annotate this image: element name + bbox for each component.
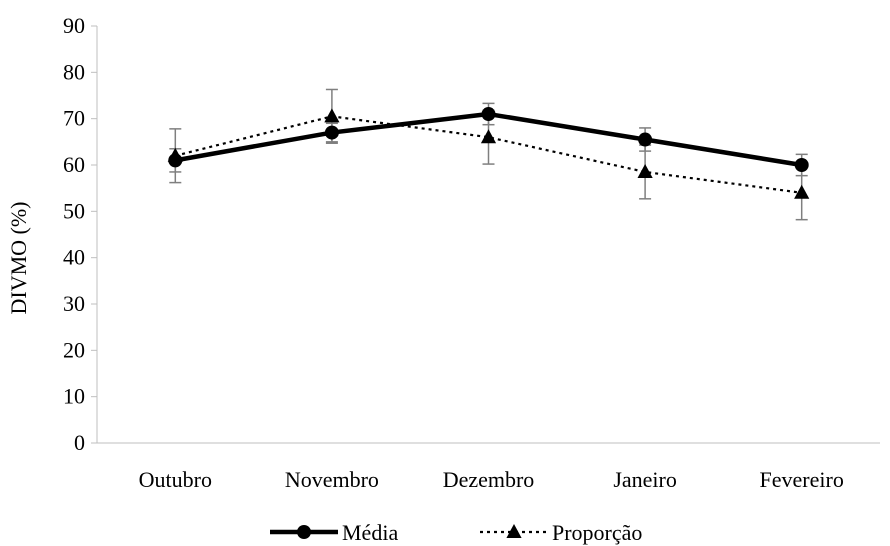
- data-point-circle: [481, 107, 496, 122]
- y-axis-label: DIVMO (%): [6, 201, 31, 314]
- y-tick-label: 90: [63, 13, 85, 38]
- x-tick-label: Novembro: [285, 467, 379, 492]
- y-tick-label: 70: [63, 106, 85, 131]
- x-tick-label: Fevereiro: [760, 467, 844, 492]
- data-point-circle: [168, 153, 183, 168]
- x-tick-label: Dezembro: [443, 467, 535, 492]
- legend: Média Proporção: [270, 520, 642, 545]
- y-tick-label: 60: [63, 152, 85, 177]
- data-point-triangle: [324, 108, 340, 123]
- x-tick-label: Outubro: [139, 467, 212, 492]
- data-point-circle: [638, 132, 653, 147]
- plot-area: 0 10 20 30 40 50 60 70 80 90 Outubro Novembro Dezemb…: [63, 13, 880, 492]
- data-point-triangle: [480, 129, 497, 144]
- y-tick-label: 20: [63, 337, 85, 362]
- y-tick-label: 80: [63, 59, 85, 84]
- legend-marker-circle: [297, 525, 311, 539]
- data-point-circle: [324, 125, 339, 140]
- series-line-proporcao: [175, 115, 802, 194]
- y-tick-label: 0: [74, 430, 85, 455]
- data-point-triangle: [637, 163, 653, 178]
- y-tick-label: 10: [63, 384, 85, 409]
- x-tick-label: Janeiro: [613, 467, 677, 492]
- data-point-circle: [794, 158, 809, 172]
- legend-item: Proporção: [480, 520, 642, 545]
- legend-label: Proporção: [552, 520, 642, 545]
- y-tick-label: 50: [63, 198, 85, 223]
- legend-marker-triangle: [506, 524, 522, 538]
- y-tick-label: 30: [63, 291, 85, 316]
- y-tick-label: 40: [63, 245, 85, 270]
- data-point-triangle: [794, 184, 810, 199]
- legend-label: Média: [342, 520, 398, 545]
- legend-item: Média: [270, 520, 398, 545]
